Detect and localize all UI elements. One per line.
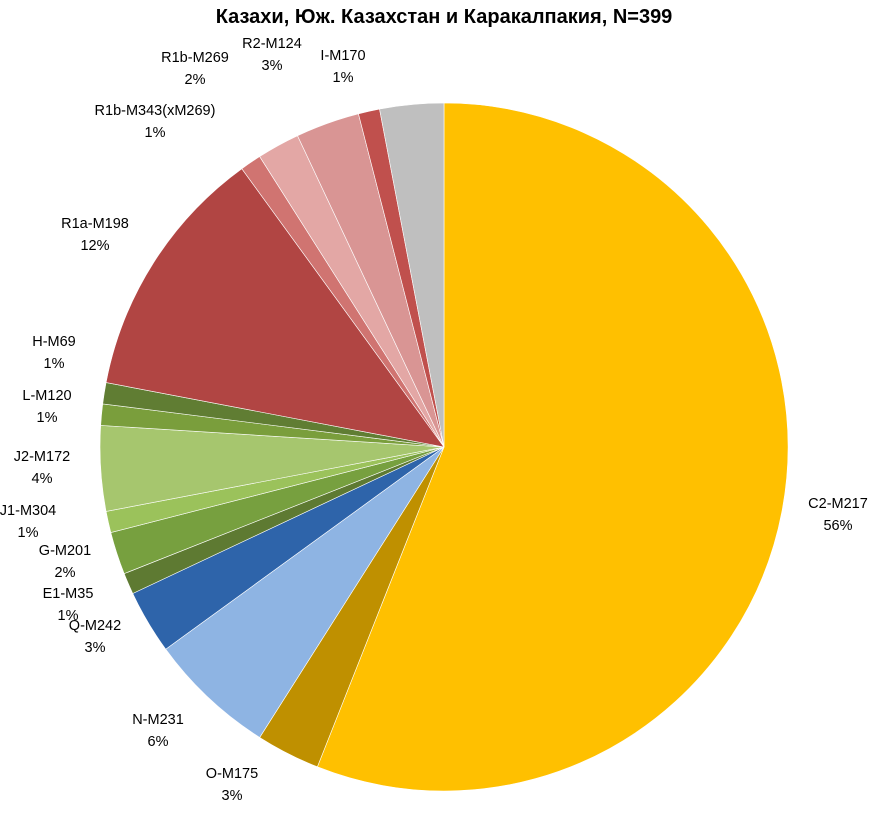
pie-slice-unlabeled [379, 102, 445, 448]
slice-percent-label: 2% [55, 565, 76, 581]
slice-label: L-M120 [22, 388, 71, 404]
slice-percent-label: 3% [222, 788, 243, 804]
slice-percent-label: 56% [823, 518, 852, 534]
slice-label: J2-M172 [14, 449, 70, 465]
slice-percent-label: 1% [37, 410, 58, 426]
slice-percent-label: 3% [85, 640, 106, 656]
chart-title: Казахи, Юж. Казахстан и Каракалпакия, N=… [215, 6, 673, 28]
slice-percent-label: 1% [333, 70, 354, 86]
slice-label: N-M231 [132, 712, 184, 728]
slice-label: R1b-M343(xM269) [95, 103, 216, 119]
slice-percent-label: 4% [32, 471, 53, 487]
slice-label: Q-M242 [69, 618, 121, 634]
slice-label: J1-M304 [0, 503, 56, 519]
pie-slice-r1a-m198 [105, 168, 445, 448]
slice-percent-label: 3% [262, 58, 283, 74]
slice-label: I-M170 [320, 48, 365, 64]
slice-percent-label: 2% [185, 72, 206, 88]
pie-slice-c2-m217 [316, 102, 789, 792]
slice-label: R1b-M269 [161, 50, 229, 66]
slice-label: C2-M217 [808, 496, 868, 512]
pie-slice-n-m231 [165, 446, 445, 738]
slice-percent-label: 1% [44, 356, 65, 372]
slice-percent-label: 1% [145, 125, 166, 141]
slice-label: R1a-M198 [61, 216, 129, 232]
slice-label: R2-M124 [242, 36, 302, 52]
slice-percent-label: 1% [58, 608, 79, 624]
slice-percent-label: 1% [18, 525, 39, 541]
slice-label: E1-M35 [43, 586, 94, 602]
slice-label: H-M69 [32, 334, 76, 350]
slice-percent-label: 12% [80, 238, 109, 254]
slice-percent-label: 6% [148, 734, 169, 750]
slice-label: G-M201 [39, 543, 91, 559]
slice-label: O-M175 [206, 766, 258, 782]
